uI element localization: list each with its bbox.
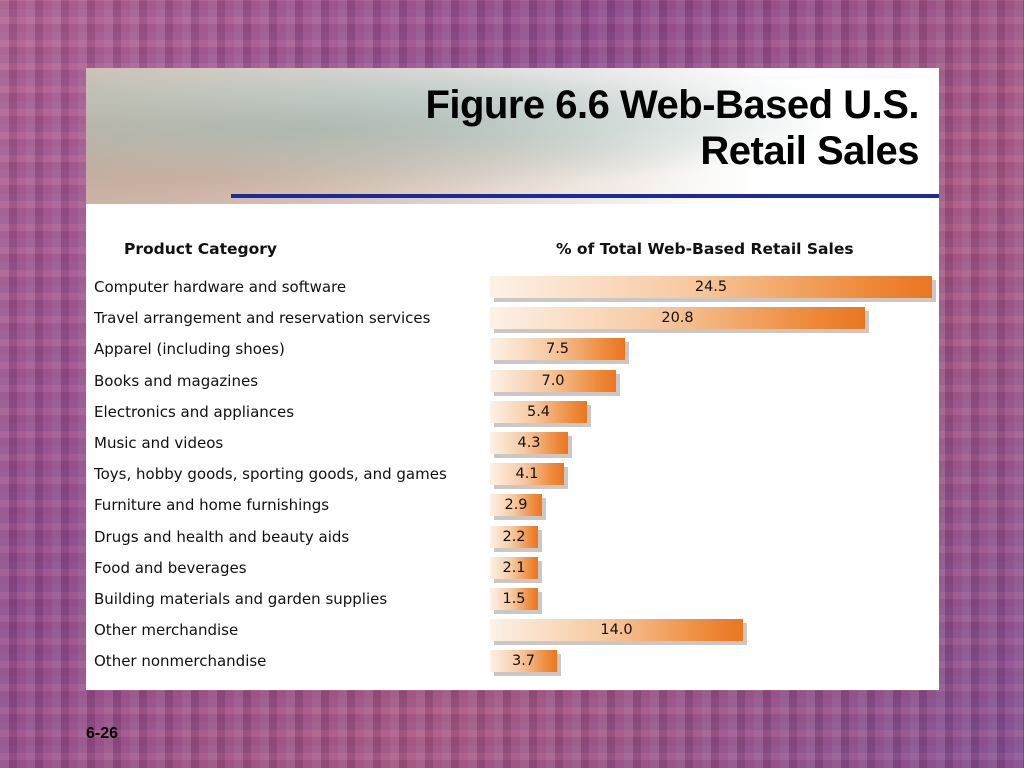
header-divider: [231, 194, 939, 198]
bar-value-label: 5.4: [526, 404, 551, 420]
bar: [490, 370, 616, 392]
bar-value-label: 4.3: [517, 435, 541, 451]
slide-title-line-2: Retail Sales: [700, 129, 919, 173]
slide-title: Figure 6.6 Web-Based U.S. Retail Sales: [319, 82, 919, 174]
slide-title-line-1: Figure 6.6 Web-Based U.S.: [425, 83, 919, 127]
bar: [490, 557, 538, 579]
bar-value-label: 2.9: [504, 497, 528, 513]
category-label: Furniture and home furnishings: [94, 496, 330, 514]
bar-value-label: 20.8: [661, 310, 694, 326]
bar-value-label: 14.0: [600, 622, 633, 638]
bar-value-label: 24.5: [694, 279, 728, 295]
bar: [490, 338, 625, 360]
slide-panel: Figure 6.6 Web-Based U.S. Retail Sales P…: [86, 68, 939, 690]
category-label: Other nonmerchandise: [94, 652, 267, 670]
category-column-header: Product Category: [124, 240, 278, 258]
bar-value-label: 7.0: [541, 373, 565, 389]
category-label: Apparel (including shoes): [94, 340, 285, 358]
bar-value-label: 4.1: [515, 466, 539, 482]
category-label: Toys, hobby goods, sporting goods, and g…: [94, 465, 447, 483]
bar: [490, 619, 743, 641]
bar: [490, 650, 557, 672]
category-label: Drugs and health and beauty aids: [94, 528, 350, 546]
bar-value-label: 7.5: [545, 341, 570, 357]
category-label: Food and beverages: [94, 559, 247, 577]
bar: [490, 588, 538, 610]
category-label: Books and magazines: [94, 372, 259, 390]
bar: [490, 526, 538, 548]
header-decorative-image: [86, 68, 939, 204]
bar-value-label: 2.2: [502, 529, 526, 545]
bar-value-label: 1.5: [502, 591, 526, 607]
bar: [490, 401, 587, 423]
value-column-header: % of Total Web-Based Retail Sales: [556, 240, 854, 258]
category-label: Travel arrangement and reservation servi…: [94, 309, 431, 327]
bar: [490, 307, 865, 329]
bar: [490, 276, 932, 298]
bar: [490, 432, 568, 454]
bar: [490, 494, 542, 516]
page-number: 6-26: [86, 725, 119, 742]
category-label: Computer hardware and software: [94, 278, 347, 296]
category-label: Music and videos: [94, 434, 224, 452]
bar-value-label: 2.1: [502, 560, 526, 576]
bar: [490, 463, 564, 485]
category-label: Other merchandise: [94, 621, 239, 639]
category-label: Electronics and appliances: [94, 403, 295, 421]
category-label: Building materials and garden supplies: [94, 590, 388, 608]
bar-value-label: 3.7: [511, 653, 536, 669]
